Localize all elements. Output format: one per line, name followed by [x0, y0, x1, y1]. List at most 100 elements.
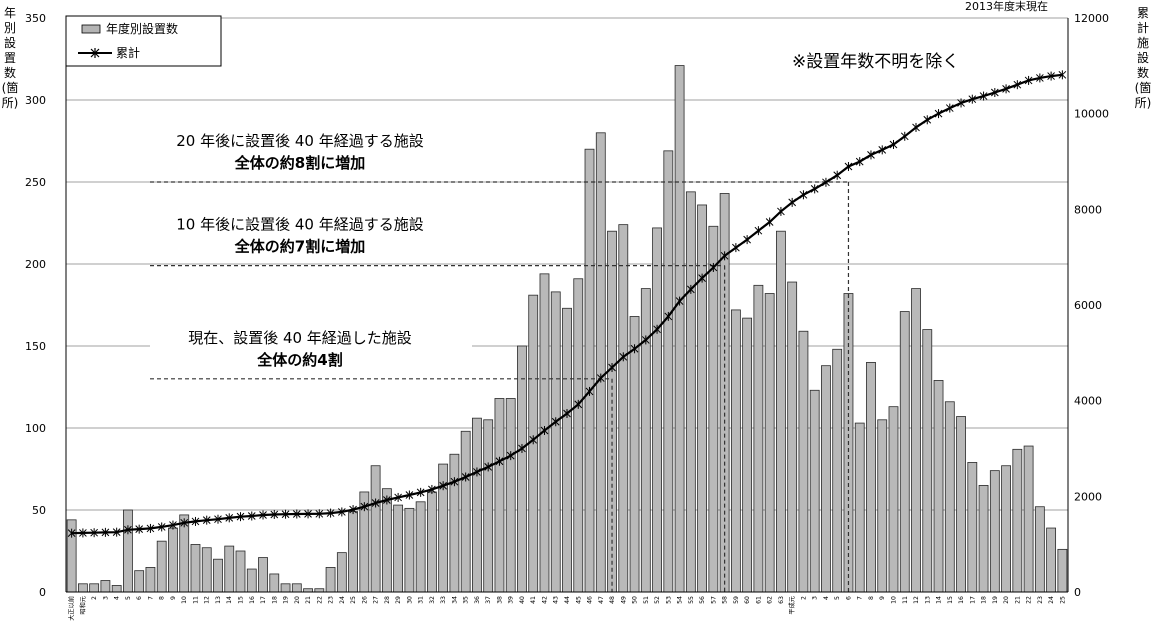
bar	[190, 544, 201, 593]
bar	[336, 552, 347, 593]
x-tick-label: 2	[800, 596, 807, 600]
x-tick-label: 60	[744, 596, 751, 604]
x-tick-label: 3	[812, 596, 819, 600]
x-tick-label: 27	[373, 596, 380, 604]
x-tick-label: 17	[260, 596, 267, 604]
bar	[269, 573, 280, 593]
left-tick-label: 200	[25, 258, 46, 271]
bar	[1001, 465, 1011, 593]
bar	[1012, 448, 1023, 593]
line-point	[236, 512, 245, 522]
line-point	[473, 467, 481, 477]
x-tick-label: 43	[553, 596, 560, 604]
line-point	[765, 217, 774, 227]
right-tick-label: 6000	[1074, 299, 1102, 312]
x-tick-label: 37	[485, 596, 492, 604]
x-tick-label: 63	[778, 596, 785, 604]
annotation-line-1: 20 年後に設置後 40 年経過する施設	[176, 132, 423, 150]
line-point	[889, 139, 898, 149]
right-axis-ticks: 0 2000 4000 6000 8000 10000 12000	[1074, 12, 1109, 599]
annotation-line-2: 全体の約4割	[256, 351, 342, 369]
left-tick-label: 350	[25, 12, 46, 25]
bar	[280, 583, 291, 593]
x-tick-label: 8	[159, 596, 166, 600]
bar	[224, 545, 235, 593]
x-tick-label: 25	[350, 596, 357, 604]
bar	[776, 230, 786, 593]
x-tick-label: 33	[440, 596, 447, 604]
x-tick-label: 19	[283, 596, 290, 604]
line-point	[1002, 84, 1010, 94]
left-tick-label: 50	[32, 504, 46, 517]
bar	[944, 401, 955, 593]
right-axis-label-char: (箇	[1135, 81, 1152, 95]
line-point	[1047, 71, 1055, 81]
bar	[697, 204, 708, 593]
bar	[426, 491, 437, 593]
legend-line-label: 累計	[116, 45, 140, 60]
line-point	[585, 386, 594, 396]
x-tick-label: 6	[845, 596, 852, 600]
x-axis-ticks: 大正以前 昭和元 2 3 4 5 6 7 8 9 10 11 12 13 14 15 16 17 18 19 20 21 2…	[68, 596, 1067, 621]
bar	[517, 345, 527, 593]
line-point	[844, 162, 853, 172]
x-tick-label: 42	[541, 596, 548, 604]
right-axis-label-char: 数	[1137, 65, 1149, 80]
line-point	[630, 344, 639, 354]
line-point	[979, 91, 988, 101]
right-tick-label: 0	[1074, 586, 1081, 599]
x-tick-label: 57	[710, 596, 717, 604]
annotation-line-2: 全体の約8割に増加	[234, 154, 365, 172]
line-point	[135, 524, 144, 534]
left-tick-label: 150	[25, 340, 46, 353]
x-tick-label: 16	[958, 596, 965, 604]
bar	[888, 406, 899, 593]
x-tick-label: 22	[1026, 596, 1033, 604]
left-tick-label: 0	[39, 586, 46, 599]
bar	[708, 225, 719, 593]
bar	[156, 540, 167, 593]
x-tick-label: 59	[733, 596, 740, 604]
line-point	[900, 131, 909, 141]
bar	[640, 288, 651, 593]
annotation-backdrop	[150, 213, 472, 258]
line-point	[157, 522, 166, 532]
bar	[393, 504, 404, 593]
x-tick-label: 26	[361, 596, 368, 604]
line-point	[1036, 73, 1044, 83]
legend-line-marker	[90, 48, 100, 58]
x-tick-label: 62	[767, 596, 774, 604]
line-point	[101, 527, 110, 537]
x-tick-label: 5	[834, 596, 841, 600]
x-tick-label: 14	[226, 596, 233, 604]
x-tick-label: 15	[238, 596, 245, 604]
x-tick-label: 21	[1014, 596, 1021, 604]
line-point	[259, 510, 267, 520]
x-tick-label: 50	[632, 596, 639, 604]
x-tick-label: 53	[665, 596, 672, 604]
bar	[550, 291, 561, 593]
bar	[730, 309, 741, 593]
left-tick-label: 100	[25, 422, 46, 435]
x-tick-label: 4	[823, 596, 830, 600]
line-point	[641, 335, 650, 345]
legend-bar-label: 年度別設置数	[106, 21, 178, 36]
line-point	[67, 528, 76, 538]
left-axis-label-char: 別	[4, 21, 16, 35]
x-tick-label: 56	[699, 596, 706, 604]
left-axis-label-char: 年	[4, 6, 16, 20]
line-point	[788, 197, 797, 207]
x-tick-label: 20	[1003, 596, 1010, 604]
line-point	[202, 515, 211, 525]
x-tick-label: 10	[181, 596, 188, 604]
x-tick-label: 25	[1059, 596, 1066, 604]
x-tick-label: 21	[305, 596, 312, 604]
x-tick-label: 7	[857, 596, 864, 600]
x-tick-label: 20	[294, 596, 301, 604]
line-point	[292, 509, 301, 519]
line-point	[698, 273, 706, 283]
right-axis-label-char: 計	[1137, 20, 1149, 35]
legend-bar-swatch	[81, 24, 101, 34]
line-point	[146, 523, 155, 533]
